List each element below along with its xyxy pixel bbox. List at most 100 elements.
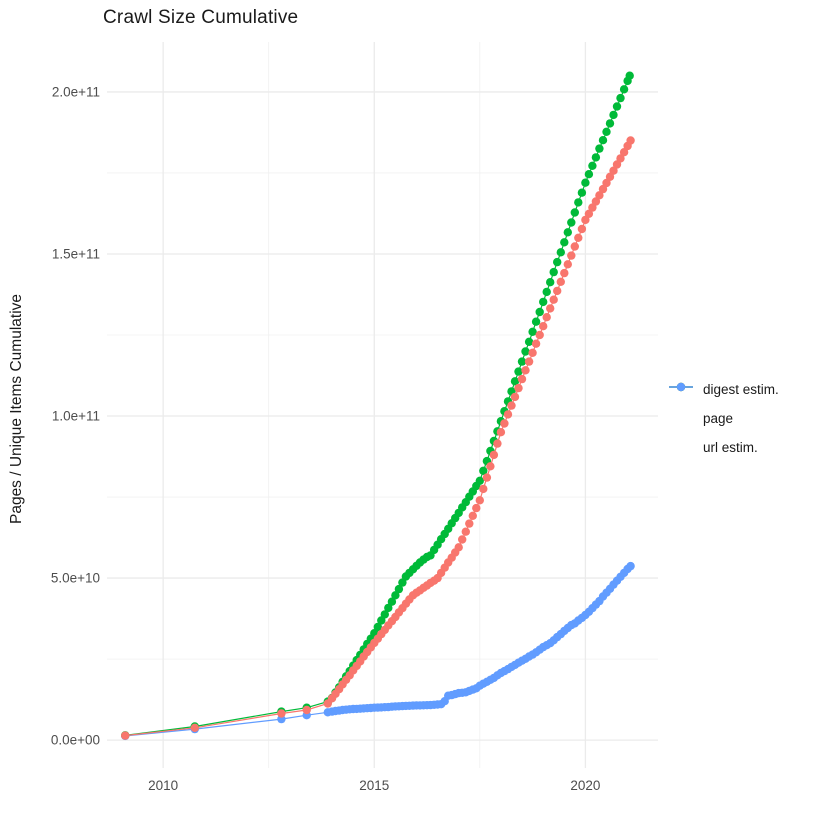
- data-point: [588, 161, 597, 170]
- data-point: [591, 197, 601, 206]
- legend-item-url-estim: url estim.: [668, 382, 779, 457]
- data-point: [609, 110, 618, 120]
- data-point: [524, 357, 534, 366]
- data-point: [531, 317, 541, 326]
- axis-tick-labels: 0.0e+00 5.0e+10 1.0e+11 1.5e+11 2.0e+11 2010 2…: [51, 84, 601, 793]
- data-point: [377, 616, 386, 625]
- data-point: [479, 484, 488, 494]
- data-point: [549, 267, 558, 277]
- data-point: [563, 228, 572, 237]
- data-point: [528, 327, 537, 336]
- data-point: [277, 709, 286, 718]
- data-point: [591, 153, 601, 162]
- data-point: [577, 188, 587, 197]
- legend-label: page: [703, 410, 734, 426]
- data-point: [468, 511, 477, 520]
- data-point: [524, 337, 534, 346]
- data-point: [373, 622, 382, 632]
- data-point: [517, 357, 527, 366]
- data-point: [605, 119, 615, 128]
- data-point: [535, 330, 544, 340]
- data-point: [475, 476, 484, 485]
- data-point: [465, 519, 474, 528]
- data-point: [598, 136, 608, 145]
- data-point: [626, 136, 635, 145]
- y-tick-label: 1.0e+11: [52, 409, 100, 424]
- data-point: [595, 144, 604, 153]
- data-point: [567, 218, 576, 227]
- data-point: [539, 297, 548, 307]
- chart-title: Crawl Size Cumulative: [103, 7, 299, 28]
- data-point: [625, 71, 634, 80]
- data-point: [500, 419, 509, 428]
- gridlines: [107, 42, 658, 768]
- data-point: [121, 731, 130, 740]
- data-point: [574, 233, 583, 242]
- data-point: [581, 178, 590, 187]
- data-point: [510, 392, 520, 402]
- data-point: [584, 209, 594, 218]
- data-point: [549, 295, 558, 304]
- y-tick-label: 2.0e+11: [52, 84, 100, 99]
- data-point: [486, 462, 495, 471]
- data-point: [570, 208, 579, 217]
- data-point: [542, 313, 551, 322]
- data-point: [609, 166, 618, 175]
- data-point: [514, 383, 523, 393]
- data-point: [574, 198, 583, 207]
- y-tick-label: 0.0e+00: [51, 733, 100, 748]
- data-point: [489, 450, 499, 460]
- series-digest-estim: [121, 136, 635, 740]
- data-point: [479, 466, 488, 475]
- data-point: [394, 584, 404, 594]
- x-tick-label: 2010: [148, 778, 178, 793]
- y-axis-title: Pages / Unique Items Cumulative: [8, 293, 25, 525]
- data-point: [542, 287, 551, 297]
- legend: digest estim. page url estim.: [668, 379, 779, 457]
- data-point: [556, 248, 565, 257]
- data-point: [398, 578, 407, 587]
- data-point: [496, 428, 506, 437]
- data-point: [602, 127, 611, 136]
- data-point: [387, 597, 397, 606]
- data-point: [514, 367, 523, 376]
- legend-key-icon: [668, 382, 694, 426]
- data-point: [454, 543, 463, 552]
- data-point: [517, 374, 527, 384]
- data-point: [577, 224, 587, 234]
- series-url-estim: [121, 561, 635, 741]
- legend-label: digest estim.: [703, 381, 779, 397]
- legend-item-page: page: [668, 382, 779, 428]
- data-point: [539, 322, 548, 331]
- data-point: [563, 260, 572, 269]
- data-point: [482, 473, 492, 482]
- data-point: [605, 172, 615, 181]
- x-tick-label: 2015: [359, 778, 389, 793]
- data-point: [598, 184, 608, 194]
- data-point: [458, 535, 467, 544]
- data-point: [493, 439, 502, 448]
- data-point: [521, 347, 530, 356]
- legend-key-icon: [668, 382, 694, 455]
- series-page: [121, 71, 634, 740]
- data-point: [553, 286, 562, 296]
- data-point: [619, 148, 629, 157]
- data-point: [510, 377, 520, 386]
- data-point: [461, 527, 470, 536]
- data-point: [531, 339, 541, 348]
- data-point: [626, 561, 635, 571]
- data-point: [391, 591, 400, 600]
- panel-background: [107, 42, 658, 768]
- data-point: [612, 102, 622, 111]
- legend-label: url estim.: [703, 439, 758, 455]
- data-point: [616, 93, 625, 103]
- data-point: [612, 160, 622, 169]
- data-point: [384, 603, 393, 613]
- data-point: [521, 366, 530, 375]
- data-point: [584, 170, 594, 179]
- data-point: [528, 348, 537, 357]
- data-point: [567, 251, 576, 260]
- data-point: [472, 503, 481, 513]
